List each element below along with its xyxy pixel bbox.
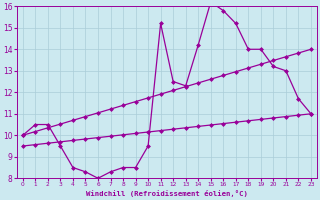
X-axis label: Windchill (Refroidissement éolien,°C): Windchill (Refroidissement éolien,°C) xyxy=(86,190,248,197)
